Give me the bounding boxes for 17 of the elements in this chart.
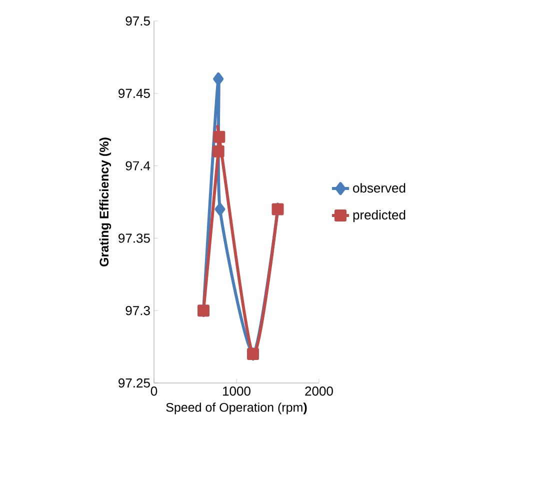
- legend-label: predicted: [353, 210, 406, 222]
- legend-label: observed: [353, 183, 406, 193]
- point: [213, 72, 224, 86]
- point: [213, 130, 226, 143]
- x-tick-label: 0: [150, 386, 158, 396]
- x-axis-title: Speed of Operation (rpm): [166, 402, 307, 414]
- y-tick-label: 97.35: [118, 234, 150, 243]
- y-tick-label: 97.5: [126, 16, 150, 26]
- x-tick-label: 1000: [223, 386, 250, 396]
- point: [214, 202, 226, 216]
- y-tick-label: 97.3: [126, 306, 150, 316]
- x-tick-label: 2000: [305, 386, 333, 396]
- y-tick-label: 97.45: [118, 88, 150, 98]
- point: [212, 145, 224, 158]
- y-tick-label: 97.4: [126, 161, 150, 170]
- y-axis-title: Grating Efficiency (%): [99, 138, 112, 266]
- y-tick-label: 97.25: [118, 378, 150, 388]
